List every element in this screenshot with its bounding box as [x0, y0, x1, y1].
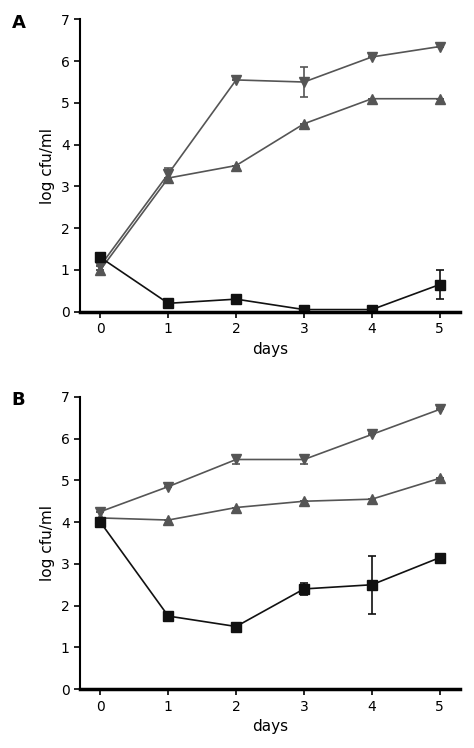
- Text: A: A: [11, 13, 26, 31]
- Y-axis label: log cfu/ml: log cfu/ml: [40, 127, 55, 203]
- Text: B: B: [11, 391, 25, 409]
- Y-axis label: log cfu/ml: log cfu/ml: [40, 505, 55, 581]
- X-axis label: days: days: [252, 342, 288, 357]
- X-axis label: days: days: [252, 719, 288, 734]
